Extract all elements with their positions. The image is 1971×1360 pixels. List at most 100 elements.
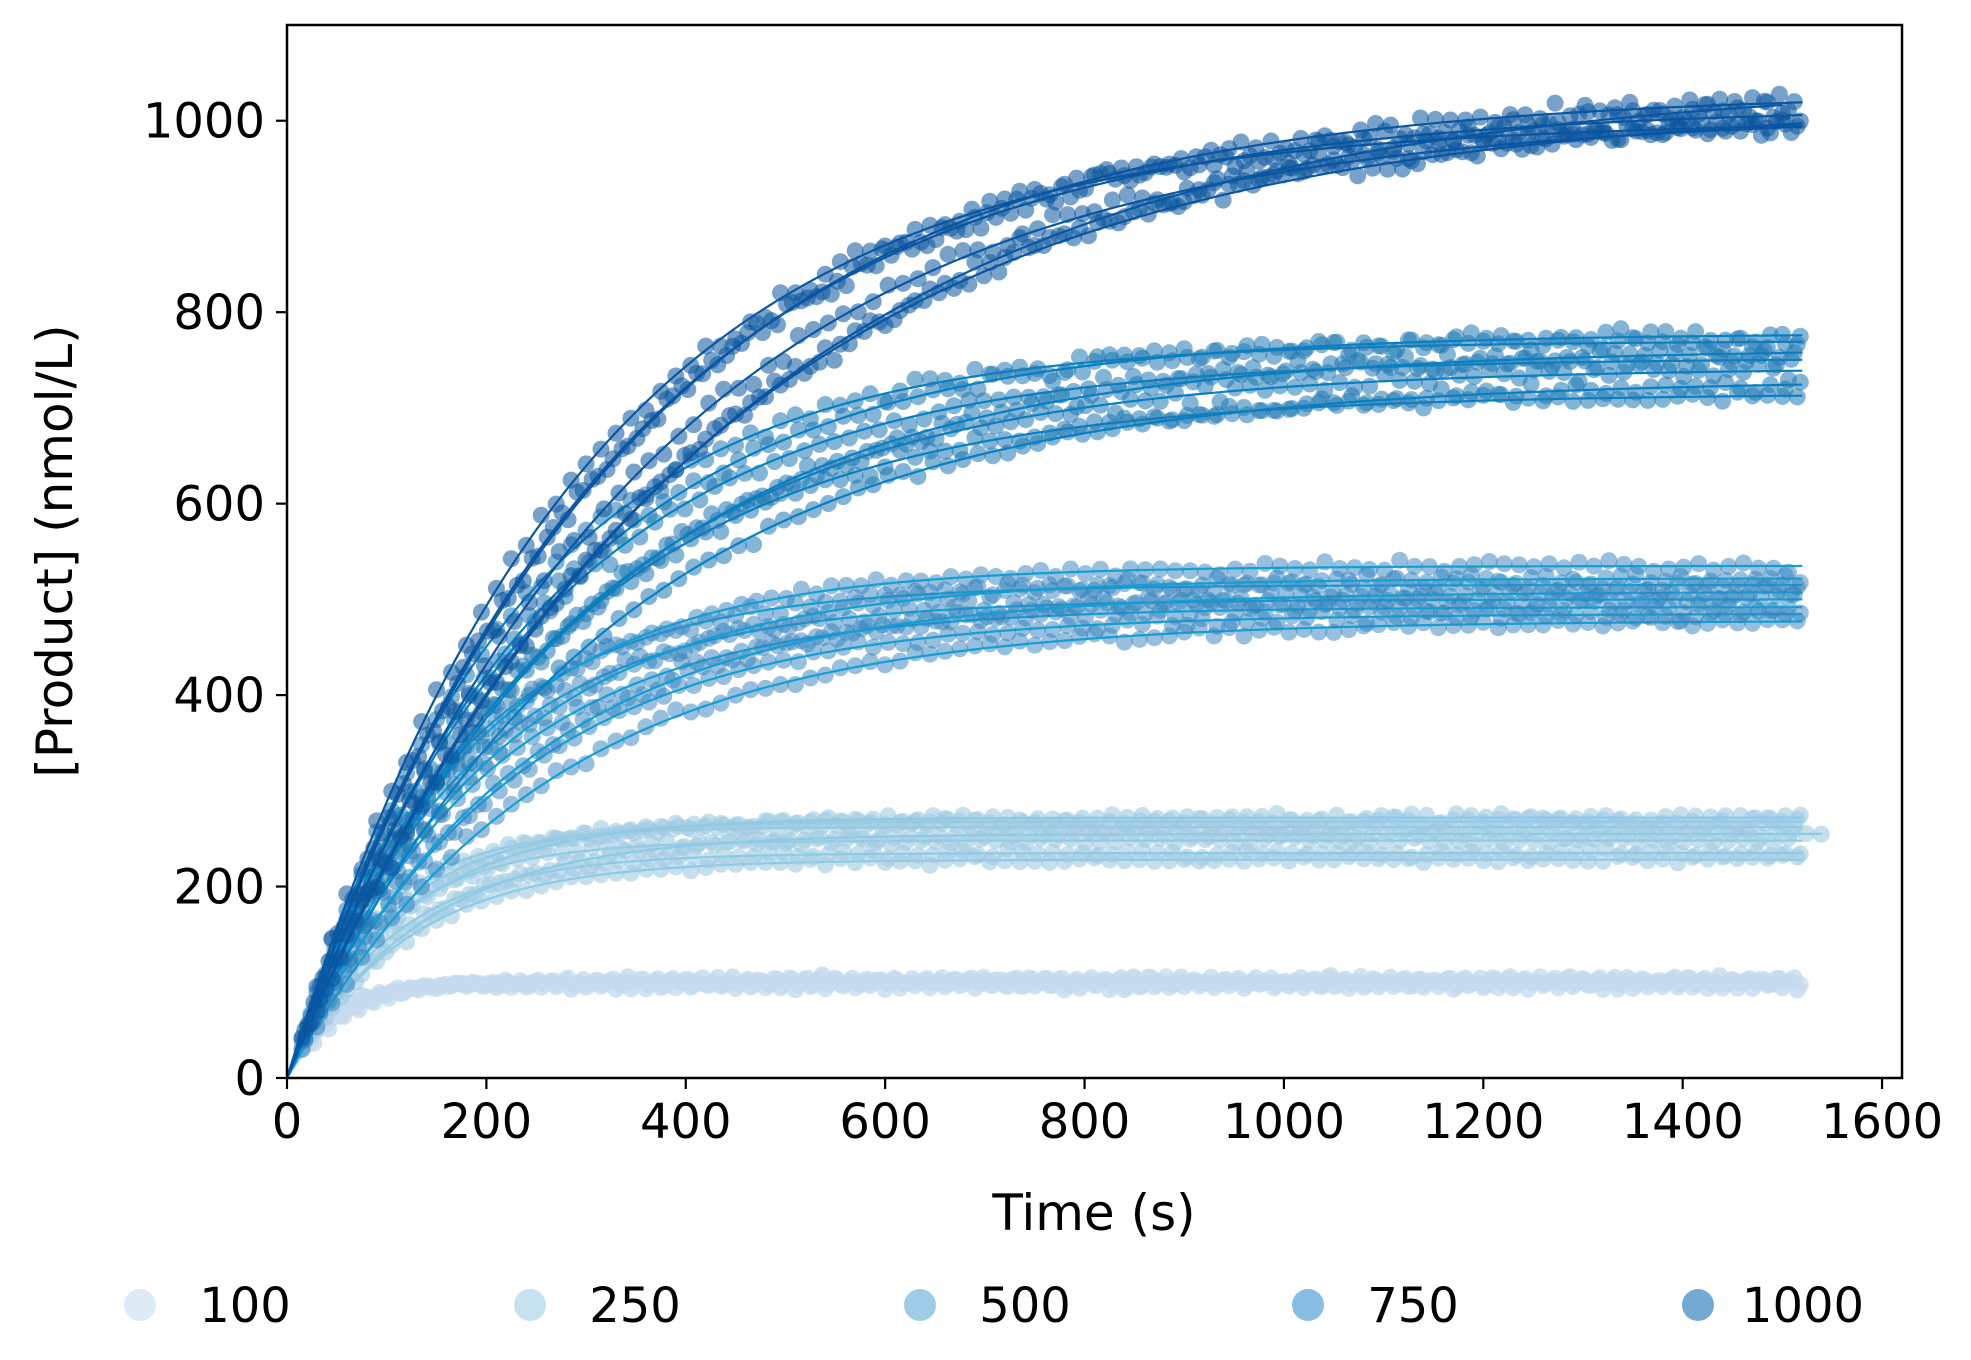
y-tick-label: 0 — [234, 1051, 265, 1107]
data-point — [676, 500, 694, 518]
data-point — [834, 407, 852, 425]
data-point — [903, 610, 921, 628]
data-point — [1579, 103, 1597, 121]
data-point — [1118, 186, 1136, 204]
data-point — [1606, 968, 1624, 986]
data-point — [948, 971, 966, 989]
data-point — [700, 394, 718, 412]
data-point — [894, 812, 912, 830]
data-point — [1166, 562, 1184, 580]
data-point — [1507, 574, 1525, 592]
data-point — [783, 293, 801, 311]
data-point — [1507, 332, 1525, 350]
data-point — [535, 840, 553, 857]
data-point — [631, 528, 649, 546]
data-point — [1507, 846, 1525, 864]
data-point — [1223, 344, 1241, 362]
data-point — [939, 245, 957, 263]
data-point — [1310, 145, 1328, 163]
axes-frame — [285, 23, 1904, 1080]
data-point — [724, 968, 742, 986]
data-point — [679, 662, 697, 680]
data-point — [460, 755, 478, 772]
series-100 — [285, 966, 1809, 1079]
data-point — [1271, 557, 1289, 575]
data-point — [939, 457, 957, 475]
data-point — [1196, 563, 1214, 581]
data-point — [1441, 111, 1459, 129]
data-point — [1531, 968, 1549, 986]
data-point — [855, 830, 873, 848]
legend-marker — [124, 1289, 156, 1321]
data-point — [323, 970, 341, 988]
data-point — [413, 798, 431, 816]
data-point — [652, 473, 670, 491]
data-point — [936, 642, 954, 660]
data-point — [619, 563, 637, 580]
data-point — [1711, 967, 1729, 985]
data-point — [1059, 811, 1077, 829]
data-point — [1627, 811, 1645, 829]
data-point — [661, 843, 679, 861]
data-point — [469, 632, 487, 650]
data-point — [559, 618, 577, 635]
data-point — [520, 686, 538, 704]
data-point — [691, 834, 709, 852]
data-point — [1092, 560, 1109, 578]
data-point — [966, 637, 984, 655]
data-point — [954, 585, 972, 603]
data-point — [1331, 560, 1349, 577]
data-point — [1002, 569, 1020, 587]
data-point — [1555, 559, 1573, 577]
data-point — [757, 388, 774, 406]
data-point — [1059, 577, 1077, 595]
data-point — [760, 356, 777, 374]
data-point — [954, 806, 972, 824]
data-point — [1313, 336, 1331, 354]
data-point — [1388, 569, 1406, 587]
data-point — [574, 711, 592, 729]
data-point — [1462, 807, 1480, 825]
data-point — [1570, 372, 1588, 390]
data-point — [1612, 845, 1630, 863]
data-point — [846, 657, 864, 675]
data-point — [1361, 377, 1379, 395]
data-point — [1316, 381, 1334, 399]
data-point — [1418, 846, 1435, 864]
data-point — [691, 491, 709, 509]
data-point — [948, 222, 966, 240]
data-point — [1510, 556, 1528, 574]
data-point — [517, 637, 535, 655]
data-point — [1403, 391, 1420, 409]
data-point — [1241, 562, 1259, 580]
data-point — [1582, 331, 1600, 348]
data-point — [655, 445, 673, 463]
data-point — [966, 360, 984, 378]
data-point — [682, 862, 700, 880]
data-point — [1424, 146, 1441, 164]
data-point — [951, 271, 969, 289]
data-point — [1522, 341, 1540, 359]
data-point — [1549, 113, 1567, 131]
data-point — [804, 321, 822, 338]
data-point — [1358, 394, 1376, 412]
data-point — [1534, 115, 1552, 133]
data-point — [1367, 971, 1385, 989]
data-point — [1501, 354, 1519, 372]
data-point — [709, 657, 727, 675]
data-point — [843, 258, 861, 276]
data-point — [1618, 117, 1636, 135]
data-point — [873, 971, 891, 989]
data-point — [1717, 331, 1734, 349]
data-point — [1744, 89, 1761, 107]
data-point — [1277, 972, 1295, 990]
data-point — [1397, 126, 1414, 144]
data-point — [1142, 158, 1160, 176]
legend-label: 250 — [589, 1278, 681, 1334]
data-point — [1208, 617, 1226, 635]
data-point — [1732, 379, 1749, 397]
data-point — [1086, 203, 1103, 221]
data-point — [1142, 379, 1160, 397]
data-point — [679, 971, 697, 989]
data-point — [819, 495, 837, 512]
